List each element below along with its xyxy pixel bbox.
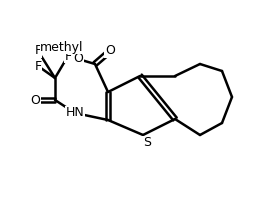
Text: O: O bbox=[30, 94, 40, 106]
Text: HN: HN bbox=[66, 106, 84, 120]
Text: F: F bbox=[34, 44, 42, 58]
Text: O: O bbox=[73, 53, 83, 65]
Text: F: F bbox=[34, 60, 42, 72]
Text: O: O bbox=[105, 44, 115, 58]
Text: S: S bbox=[143, 136, 151, 150]
Text: F: F bbox=[64, 49, 72, 62]
Text: methyl: methyl bbox=[40, 41, 84, 53]
